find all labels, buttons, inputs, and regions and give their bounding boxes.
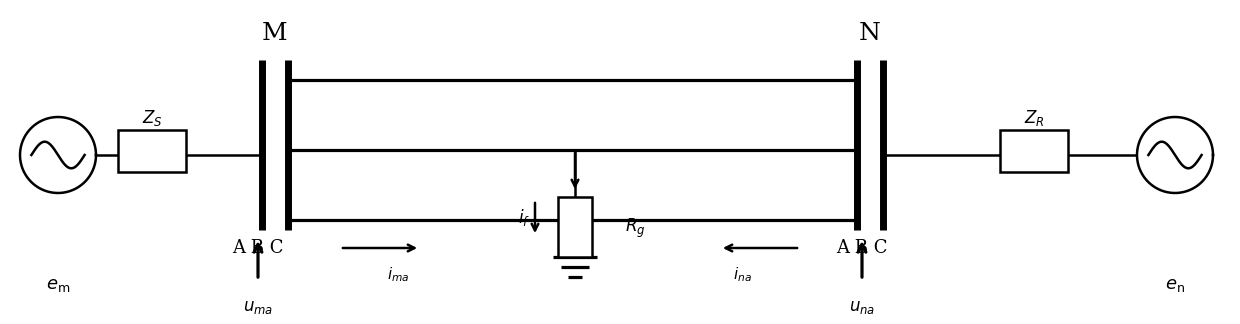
Text: N: N — [859, 22, 880, 45]
Bar — [999, 130, 1068, 172]
Text: A B C: A B C — [232, 239, 284, 257]
Text: $u_{ma}$: $u_{ma}$ — [243, 299, 273, 317]
Text: $i_{ma}$: $i_{ma}$ — [387, 265, 409, 284]
Text: A B C: A B C — [836, 239, 888, 257]
Text: M: M — [262, 22, 288, 45]
Bar — [118, 130, 186, 172]
Text: $Z_{S}$: $Z_{S}$ — [141, 108, 162, 128]
Text: $e_{\rm n}$: $e_{\rm n}$ — [1166, 276, 1185, 294]
Text: $Z_{R}$: $Z_{R}$ — [1024, 108, 1044, 128]
Text: $i_{na}$: $i_{na}$ — [733, 265, 751, 284]
Text: $R_{g}$: $R_{g}$ — [625, 216, 646, 240]
Text: $i_{f}$: $i_{f}$ — [518, 207, 529, 228]
Bar — [558, 197, 591, 257]
Text: $u_{na}$: $u_{na}$ — [849, 299, 875, 317]
Text: $e_{\rm m}$: $e_{\rm m}$ — [46, 276, 71, 294]
